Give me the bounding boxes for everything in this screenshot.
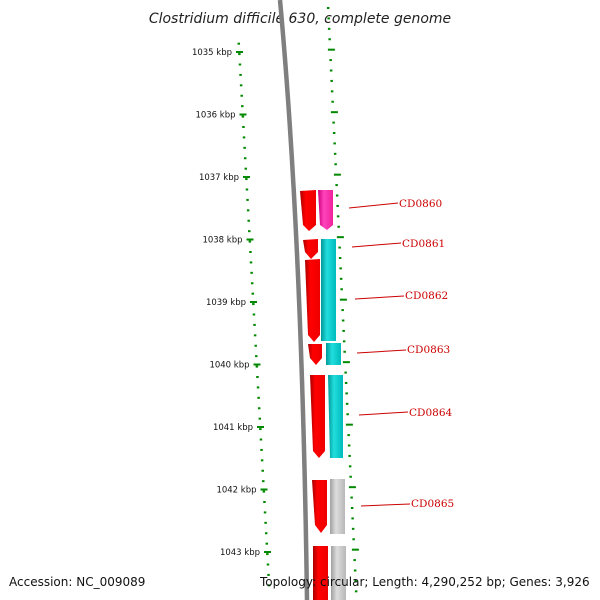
- feature-block-cd0860: [318, 190, 333, 230]
- gene-label-leader: [356, 349, 407, 354]
- gene-label-group: CD0861: [351, 238, 445, 250]
- ruler-ticks-inner: [236, 42, 271, 587]
- ruler-ticks-outer: [326, 7, 359, 593]
- ruler-labels: 1035 kbp 1036 kbp 1037 kbp 1038 kbp 1039 kbp…: [192, 48, 260, 558]
- topology-text: Topology: circular; Length: 4,290,252 bp…: [259, 575, 590, 589]
- gene-label: CD0862: [405, 290, 448, 302]
- gene-label-leader: [354, 295, 405, 300]
- gene-label-leader: [348, 202, 399, 209]
- backbone-arc: [277, 0, 310, 600]
- gene-labels: CD0860 CD0861 CD0862 CD0863 CD0864 CD086…: [348, 198, 454, 510]
- feature-block-cd0861: [321, 239, 336, 341]
- gene-label: CD0860: [399, 198, 442, 210]
- kbp-label: 1037 kbp: [199, 173, 239, 183]
- accession-text: Accession: NC_009089: [9, 575, 145, 589]
- kbp-label: 1040 kbp: [209, 361, 249, 371]
- gene-label: CD0861: [402, 238, 445, 250]
- gene-label-leader: [351, 242, 402, 248]
- kbp-label: 1038 kbp: [202, 236, 242, 246]
- cds-arrow-cd0860: [300, 190, 316, 231]
- cds-arrow-cd0861: [303, 239, 318, 259]
- cds-arrow-cd0864: [310, 375, 325, 458]
- feature-block-cd0863: [326, 343, 341, 365]
- cds-arrow-cd0865: [312, 480, 327, 533]
- gene-label: CD0863: [407, 344, 450, 356]
- feature-strand: [318, 190, 346, 600]
- gene-label-group: CD0865: [360, 498, 454, 510]
- feature-block-cd0865: [330, 479, 345, 534]
- gene-label: CD0865: [411, 498, 454, 510]
- kbp-label: 1036 kbp: [195, 111, 235, 121]
- kbp-label: 1035 kbp: [192, 48, 232, 58]
- gene-label-group: CD0860: [348, 198, 442, 210]
- gene-label-group: CD0862: [354, 290, 448, 302]
- gene-label: CD0864: [409, 407, 452, 419]
- kbp-label: 1042 kbp: [216, 486, 256, 496]
- gene-label-group: CD0863: [356, 344, 450, 356]
- kbp-label: 1039 kbp: [206, 298, 246, 308]
- cds-strand: [300, 190, 328, 600]
- gene-label-group: CD0864: [358, 407, 452, 419]
- gene-label-leader: [360, 503, 411, 507]
- gene-label-leader: [358, 411, 409, 416]
- kbp-label: 1043 kbp: [220, 548, 260, 558]
- cds-arrow-next: [313, 546, 328, 600]
- cds-arrow-cd0863: [308, 344, 322, 365]
- feature-block-cd0864: [328, 375, 343, 458]
- map-title: Clostridium difficile 630, complete geno…: [149, 11, 451, 27]
- feature-block-next: [331, 546, 346, 600]
- cds-arrow-cd0862: [305, 259, 320, 342]
- kbp-label: 1041 kbp: [213, 423, 253, 433]
